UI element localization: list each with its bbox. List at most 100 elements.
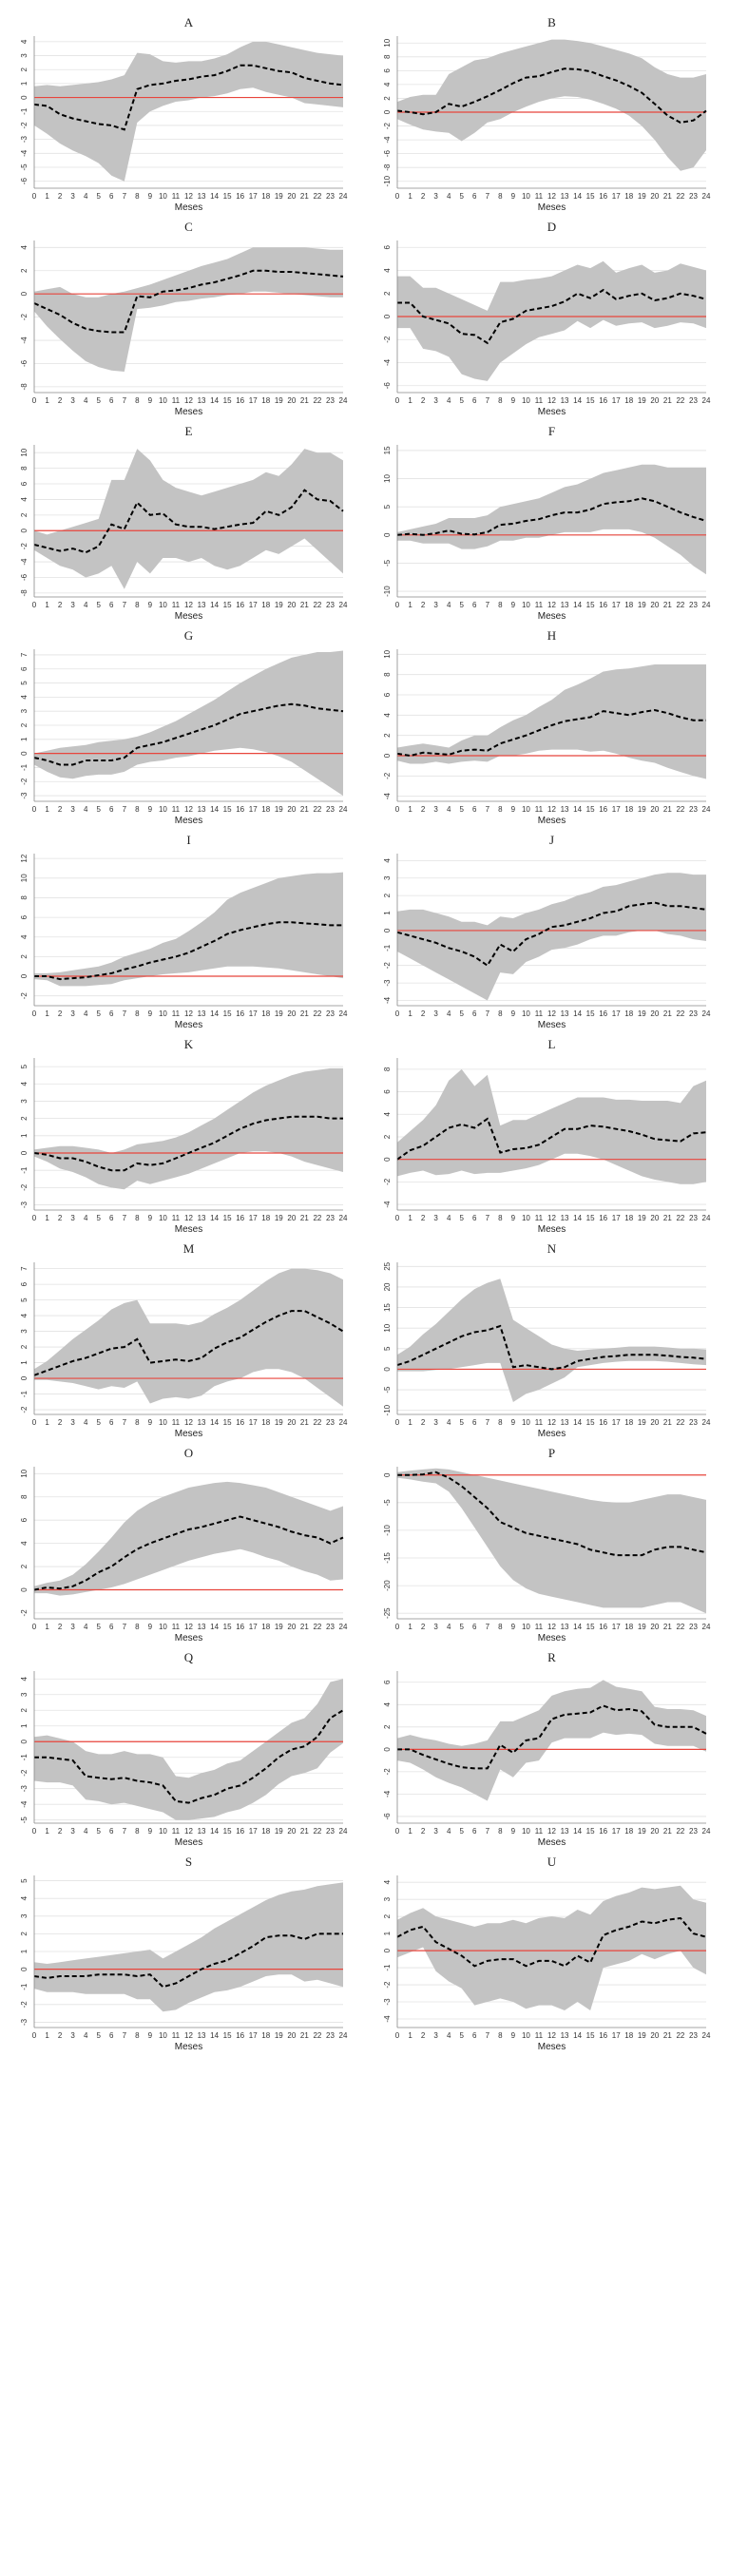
y-tick-label: 0: [383, 1948, 392, 1952]
x-tick-label: 23: [689, 2031, 698, 2040]
y-tick-label: -4: [383, 136, 392, 144]
x-tick-label: 16: [236, 1214, 244, 1222]
x-tick-label: 0: [32, 1827, 37, 1836]
x-axis-label: Meses: [175, 1020, 202, 1030]
estimate-line: [33, 1310, 344, 1376]
x-tick-label: 5: [459, 396, 464, 405]
x-tick-label: 17: [249, 1623, 258, 1631]
y-tick-label: -10: [383, 175, 392, 186]
y-tick-label: -5: [383, 1386, 392, 1394]
x-tick-label: 3: [70, 1009, 75, 1018]
y-tick-label: -1: [383, 944, 392, 952]
x-tick-label: 12: [184, 1214, 193, 1222]
x-tick-label: 3: [70, 1623, 75, 1631]
x-tick-label: 21: [300, 1214, 309, 1222]
x-tick-label: 5: [459, 1009, 464, 1018]
y-tick-label: 5: [20, 1064, 29, 1068]
x-tick-label: 5: [96, 1009, 101, 1018]
x-tick-label: 18: [624, 2031, 633, 2040]
panel-title: C: [184, 220, 193, 234]
x-tick-label: 0: [32, 1214, 37, 1222]
x-tick-label: 24: [339, 2031, 348, 2040]
x-tick-label: 8: [135, 1418, 140, 1427]
x-tick-label: 7: [486, 805, 490, 814]
y-tick-label: -2: [20, 314, 29, 321]
x-tick-label: 14: [210, 805, 219, 814]
x-tick-label: 6: [109, 805, 114, 814]
x-tick-label: 8: [498, 1623, 503, 1631]
estimate-line: [33, 1932, 343, 1989]
x-tick-label: 5: [96, 396, 101, 405]
x-tick-label: 11: [172, 805, 181, 814]
x-tick-label: 9: [511, 1827, 516, 1836]
x-tick-label: 11: [535, 601, 544, 609]
x-tick-label: 4: [447, 1009, 451, 1018]
x-tick-label: 23: [689, 601, 698, 609]
x-tick-label: 23: [326, 805, 335, 814]
x-tick-label: 19: [275, 1623, 283, 1631]
x-axis-label: Meses: [175, 611, 202, 622]
y-tick-label: -2: [383, 122, 392, 129]
x-tick-label: 18: [261, 601, 270, 609]
x-tick-label: 9: [511, 2031, 516, 2040]
x-tick-label: 23: [326, 601, 335, 609]
x-tick-label: 4: [84, 192, 88, 201]
x-tick-label: 16: [599, 601, 607, 609]
x-tick-label: 8: [498, 192, 503, 201]
x-tick-label: 1: [408, 805, 412, 814]
x-tick-label: 8: [498, 601, 503, 609]
x-tick-label: 11: [172, 1214, 181, 1222]
x-tick-label: 8: [498, 1214, 503, 1222]
x-tick-label: 20: [287, 601, 296, 609]
x-tick-label: 11: [535, 805, 544, 814]
x-tick-label: 24: [339, 1827, 348, 1836]
x-tick-label: 3: [433, 601, 438, 609]
x-tick-label: 19: [638, 1827, 646, 1836]
y-tick-label: 3: [20, 1692, 29, 1697]
x-tick-label: 3: [70, 192, 75, 201]
x-tick-label: 21: [663, 1418, 672, 1427]
y-tick-label: 4: [383, 1702, 392, 1707]
confidence-band: [397, 873, 706, 1001]
x-tick-label: 23: [326, 1418, 335, 1427]
x-tick-label: 17: [249, 805, 258, 814]
x-tick-label: 18: [261, 1623, 270, 1631]
y-tick-label: 4: [20, 1895, 29, 1900]
x-tick-label: 24: [702, 192, 711, 201]
y-tick-label: 2: [20, 1932, 29, 1936]
y-tick-label: 25: [383, 1261, 392, 1270]
y-tick-label: 8: [20, 466, 29, 471]
x-tick-label: 5: [459, 601, 464, 609]
x-tick-label: 20: [287, 1009, 296, 1018]
panel-title: D: [547, 220, 556, 234]
y-tick-label: 8: [383, 1067, 392, 1071]
estimate-line: [397, 288, 707, 345]
y-tick-label: 6: [383, 244, 392, 249]
y-tick-label: -2: [20, 1183, 29, 1191]
x-tick-label: 17: [612, 1827, 621, 1836]
x-tick-label: 19: [638, 1418, 646, 1427]
x-tick-label: 21: [300, 805, 309, 814]
x-tick-label: 2: [58, 396, 63, 405]
x-tick-label: 9: [511, 601, 516, 609]
x-tick-label: 5: [459, 1827, 464, 1836]
x-tick-label: 20: [287, 805, 296, 814]
panel-title: L: [548, 1037, 556, 1051]
x-tick-label: 13: [561, 1418, 569, 1427]
x-tick-label: 1: [45, 601, 49, 609]
x-tick-label: 1: [45, 1623, 49, 1631]
x-tick-label: 21: [663, 805, 672, 814]
x-tick-label: 3: [433, 1009, 438, 1018]
x-tick-label: 4: [447, 1827, 451, 1836]
y-tick-label: 0: [383, 753, 392, 758]
y-tick-label: 3: [383, 1896, 392, 1901]
x-tick-label: 12: [547, 1623, 556, 1631]
x-tick-label: 2: [58, 1009, 63, 1018]
x-tick-label: 21: [300, 1418, 309, 1427]
x-tick-label: 21: [663, 1827, 672, 1836]
x-tick-label: 19: [275, 601, 283, 609]
y-tick-label: 2: [20, 268, 29, 273]
y-tick-label: -1: [20, 1754, 29, 1761]
